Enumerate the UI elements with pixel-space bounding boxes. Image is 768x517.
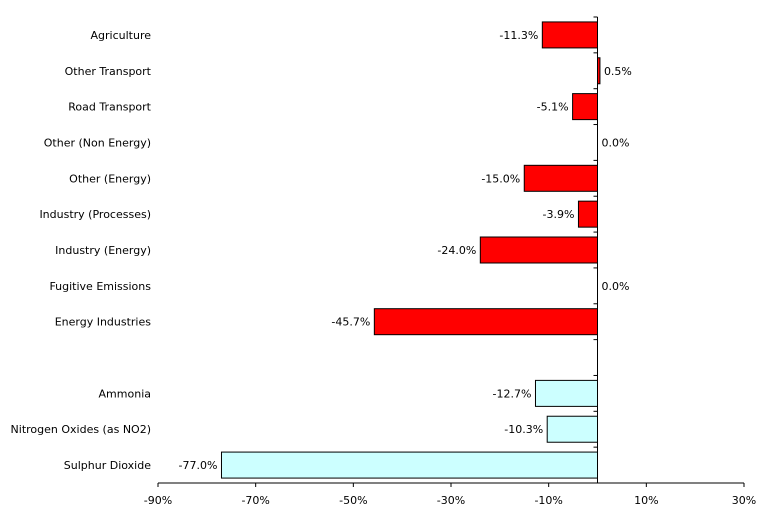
category-label: Fugitive Emissions [49, 280, 151, 293]
data-label: 0.0% [602, 280, 630, 293]
bars-layer [220, 21, 601, 479]
category-label: Energy Industries [55, 316, 152, 329]
bar [220, 451, 598, 479]
y-axis [593, 16, 598, 484]
bar [577, 200, 599, 228]
category-label: Sulphur Dioxide [64, 459, 151, 472]
bar [541, 21, 599, 49]
x-axis: -90% -70% -50% -30% -10% 10% 30% [144, 482, 756, 507]
category-label: Agriculture [91, 29, 152, 42]
data-label: -15.0% [481, 172, 520, 185]
data-label: 0.0% [602, 136, 630, 149]
category-label: Other (Energy) [69, 172, 151, 185]
data-label: 0.5% [604, 65, 632, 78]
x-tick-label: -90% [144, 494, 172, 507]
category-label: Nitrogen Oxides (as NO2) [11, 423, 151, 436]
data-label: -10.3% [504, 423, 543, 436]
labels-layer: Agriculture -11.3% Other Transport 0.5% Road… [11, 29, 632, 472]
category-label: Road Transport [68, 101, 151, 114]
data-label: -11.3% [499, 29, 538, 42]
x-tick-label: -70% [241, 494, 269, 507]
category-label: Other Transport [65, 65, 152, 78]
category-label: Ammonia [99, 387, 151, 400]
x-tick-label: -10% [534, 494, 562, 507]
data-label: -24.0% [437, 244, 476, 257]
bar [479, 236, 598, 264]
data-label: -77.0% [179, 459, 218, 472]
x-tick-label: 30% [732, 494, 756, 507]
x-tick-label: 10% [634, 494, 658, 507]
category-label: Industry (Processes) [39, 208, 151, 221]
bar [373, 308, 598, 336]
data-label: -45.7% [331, 316, 370, 329]
category-label: Industry (Energy) [55, 244, 151, 257]
x-tick-label: -50% [339, 494, 367, 507]
bar [534, 379, 599, 407]
category-label: Other (Non Energy) [44, 136, 151, 149]
data-label: -12.7% [493, 387, 532, 400]
data-label: -5.1% [537, 101, 569, 114]
data-label: -3.9% [543, 208, 575, 221]
bar [572, 93, 598, 121]
bar [523, 164, 598, 192]
x-tick-label: -30% [437, 494, 465, 507]
bar [546, 415, 598, 443]
